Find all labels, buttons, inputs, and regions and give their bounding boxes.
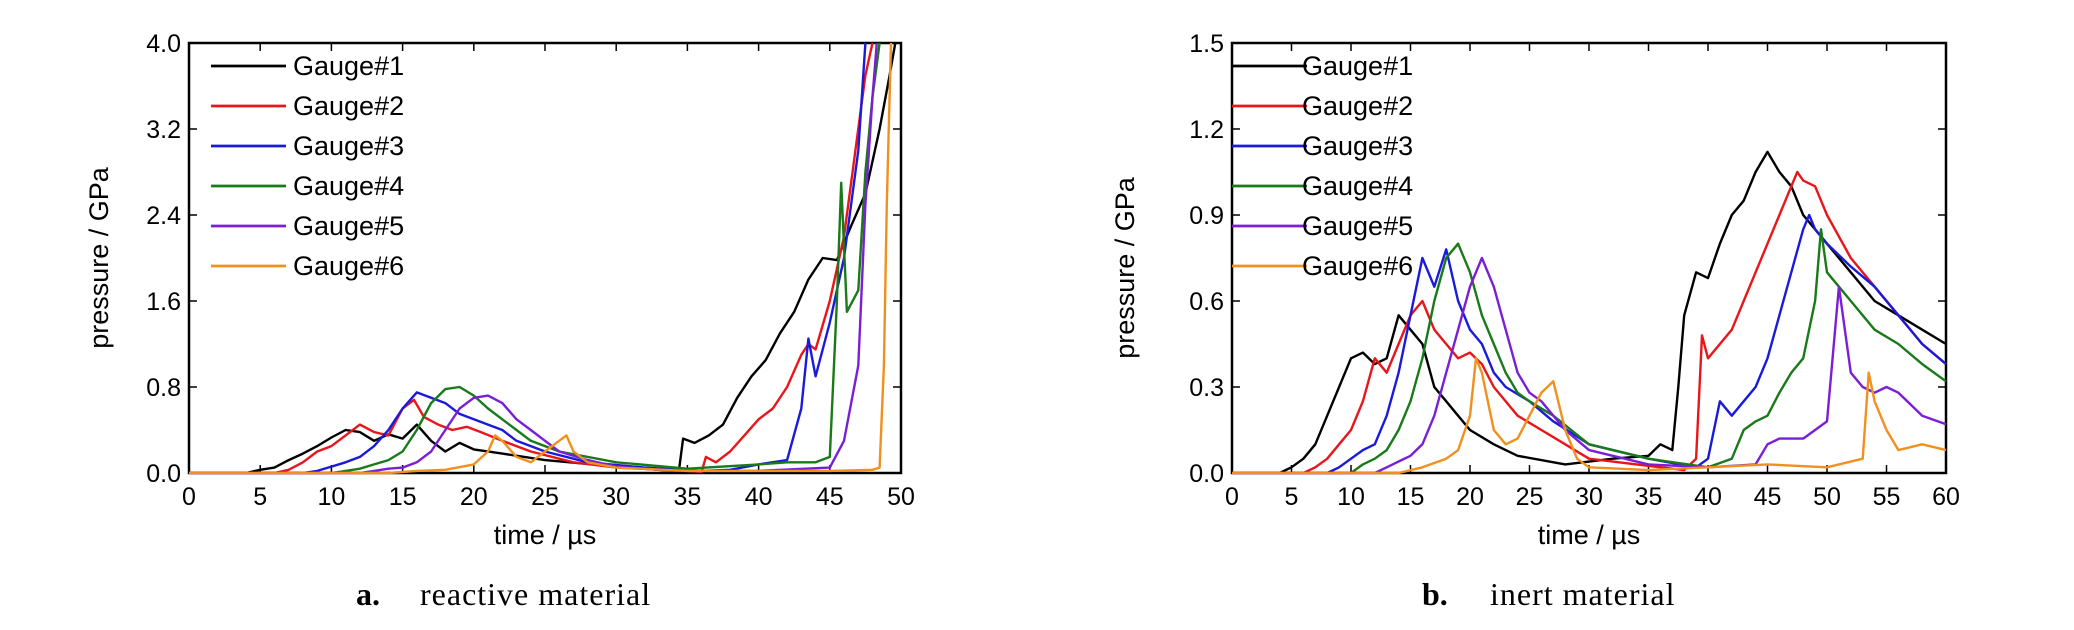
- chart-panel-b: 0 5 10 15 20 25 30 35 40 45 50 55 60 0.0 0.3 0.6 0.9 1.2 1…: [1110, 30, 1960, 612]
- x-tick-label: 0: [182, 483, 196, 511]
- legend-label: Gauge#2: [293, 91, 404, 121]
- chart-panel-a: 0 5 10 15 20 25 30 35 40 45 50 0.0 0.8 1.6 2.4 3.2 4.0 G…: [84, 30, 915, 612]
- series-line: [1232, 150, 1947, 475]
- legend-label: Gauge#1: [293, 51, 404, 81]
- x-tick-label: 60: [1932, 483, 1960, 511]
- legend-label: Gauge#1: [1302, 51, 1413, 81]
- y-tick-label: 0.6: [1189, 288, 1224, 316]
- legend-label: Gauge#4: [1302, 171, 1413, 201]
- x-tick-label: 10: [1337, 483, 1365, 511]
- legend-label: Gauge#6: [1302, 251, 1413, 281]
- legend-label: Gauge#6: [293, 251, 404, 281]
- y-tick-label: 3.2: [146, 116, 181, 144]
- y-tick-label: 4.0: [146, 30, 181, 58]
- series-line: [189, 42, 893, 475]
- x-tick-label: 5: [1285, 483, 1299, 511]
- x-tick-label: 55: [1873, 483, 1901, 511]
- legend-label: Gauge#5: [1302, 211, 1413, 241]
- x-tick-label: 0: [1225, 483, 1239, 511]
- caption-letter: a.: [356, 576, 380, 612]
- y-tick-label: 2.4: [146, 202, 181, 230]
- legend-label: Gauge#2: [1302, 91, 1413, 121]
- x-tick-label: 35: [673, 483, 701, 511]
- x-tick-label: 50: [887, 483, 915, 511]
- caption: reactive material: [420, 576, 651, 612]
- series-line: [1232, 357, 1947, 475]
- x-tick-label: 50: [1813, 483, 1841, 511]
- caption: inert material: [1490, 576, 1675, 612]
- legend-label: Gauge#3: [293, 131, 404, 161]
- x-tick-label: 40: [1694, 483, 1722, 511]
- y-axis-label: pressure / GPa: [84, 166, 114, 349]
- series-line: [189, 42, 881, 475]
- series-lines: [1232, 150, 1947, 475]
- x-tick-label: 25: [531, 483, 559, 511]
- x-tick-label: 45: [816, 483, 844, 511]
- series-line: [189, 42, 867, 475]
- series-line: [189, 42, 874, 475]
- y-tick-label: 0.0: [146, 460, 181, 488]
- x-tick-label: 30: [602, 483, 630, 511]
- x-tick-label: 10: [317, 483, 345, 511]
- x-axis-label: time / µs: [1538, 520, 1641, 550]
- x-tick-label: 5: [253, 483, 267, 511]
- caption-letter: b.: [1422, 576, 1448, 612]
- x-tick-label: 15: [389, 483, 417, 511]
- legend: Gauge#1 Gauge#2 Gauge#3 Gauge#4 Gauge#5 Gauge…: [211, 51, 404, 281]
- x-tick-label: 20: [460, 483, 488, 511]
- x-tick-label: 45: [1754, 483, 1782, 511]
- y-tick-label: 1.2: [1189, 116, 1224, 144]
- series-line: [1232, 228, 1947, 475]
- x-tick-label: 20: [1456, 483, 1484, 511]
- y-tick-label: 0.3: [1189, 374, 1224, 402]
- series-line: [1232, 256, 1947, 475]
- tick-group: 0 5 10 15 20 25 30 35 40 45 50 55 60 0.0 0.3 0.6 0.9 1.2 1…: [1189, 30, 1960, 511]
- y-tick-label: 1.5: [1189, 30, 1224, 58]
- y-tick-label: 0.0: [1189, 460, 1224, 488]
- y-axis-label: pressure / GPa: [1110, 176, 1140, 359]
- series-lines: [189, 42, 897, 475]
- legend-label: Gauge#3: [1302, 131, 1413, 161]
- series-line: [1232, 170, 1947, 475]
- x-tick-label: 35: [1635, 483, 1663, 511]
- x-axis-label: time / µs: [494, 520, 597, 550]
- y-tick-label: 0.9: [1189, 202, 1224, 230]
- x-tick-label: 25: [1516, 483, 1544, 511]
- x-tick-label: 40: [745, 483, 773, 511]
- legend: Gauge#1 Gauge#2 Gauge#3 Gauge#4 Gauge#5 Gauge…: [1232, 51, 1413, 281]
- series-line: [189, 42, 878, 475]
- legend-label: Gauge#4: [293, 171, 404, 201]
- tick-group: 0 5 10 15 20 25 30 35 40 45 50 0.0 0.8 1.6 2.4 3.2 4.0: [146, 30, 915, 511]
- legend-label: Gauge#5: [293, 211, 404, 241]
- x-tick-label: 15: [1397, 483, 1425, 511]
- x-tick-label: 30: [1575, 483, 1603, 511]
- y-tick-label: 1.6: [146, 288, 181, 316]
- y-tick-label: 0.8: [146, 374, 181, 402]
